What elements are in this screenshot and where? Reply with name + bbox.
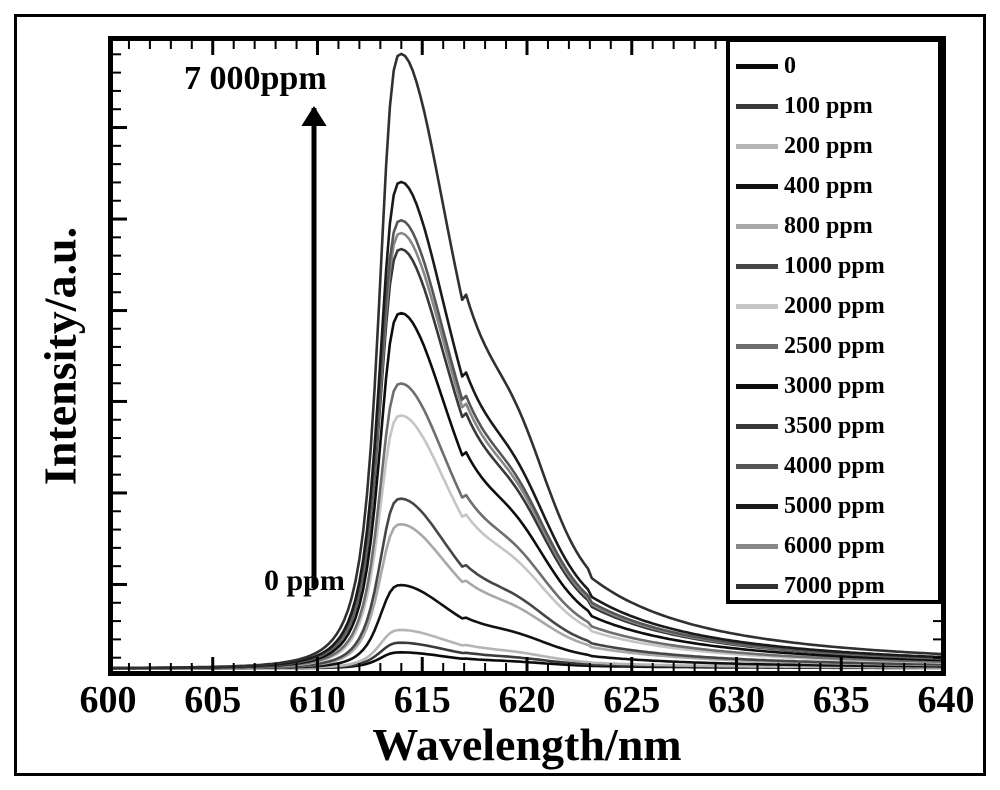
legend-item: 3500 ppm (736, 406, 885, 446)
x-tick-label: 625 (603, 678, 660, 722)
legend-swatch (736, 344, 778, 349)
legend-swatch (736, 264, 778, 269)
legend-item: 3000 ppm (736, 366, 885, 406)
legend-label: 2000 ppm (784, 293, 885, 320)
legend-swatch (736, 224, 778, 229)
legend-label: 200 ppm (784, 133, 873, 160)
annotation-top: 7 000ppm (184, 60, 327, 98)
arrow-annotation (301, 106, 326, 588)
legend-swatch (736, 384, 778, 389)
legend: 0 100 ppm 200 ppm 400 ppm 800 ppm 1000 ppm 200… (726, 38, 942, 604)
x-axis-label: Wavelength/nm (372, 718, 681, 771)
legend-label: 6000 ppm (784, 533, 885, 560)
y-axis-label: Intensity/a.u. (34, 227, 87, 485)
x-tick-label: 630 (708, 678, 765, 722)
legend-label: 0 (784, 53, 796, 80)
legend-label: 800 ppm (784, 213, 873, 240)
legend-swatch (736, 424, 778, 429)
legend-item: 5000 ppm (736, 486, 885, 526)
annotation-bottom: 0 ppm (264, 564, 345, 598)
legend-item: 2000 ppm (736, 286, 885, 326)
x-tick-label: 600 (80, 678, 137, 722)
x-tick-label: 620 (499, 678, 556, 722)
x-tick-label: 640 (918, 678, 975, 722)
chart-root: 600 605 610 615 620 625 630 635 640 7 000ppm 0 ppm… (0, 0, 1000, 790)
legend-item: 2500 ppm (736, 326, 885, 366)
legend-item: 200 ppm (736, 126, 873, 166)
legend-label: 2500 ppm (784, 333, 885, 360)
legend-item: 400 ppm (736, 166, 873, 206)
legend-swatch (736, 504, 778, 509)
legend-swatch (736, 184, 778, 189)
legend-label: 3500 ppm (784, 413, 885, 440)
legend-label: 1000 ppm (784, 253, 885, 280)
legend-label: 4000 ppm (784, 453, 885, 480)
legend-swatch (736, 464, 778, 469)
x-tick-label: 615 (394, 678, 451, 722)
legend-label: 3000 ppm (784, 373, 885, 400)
legend-item: 800 ppm (736, 206, 873, 246)
legend-label: 100 ppm (784, 93, 873, 120)
legend-swatch (736, 144, 778, 149)
x-tick-label: 605 (184, 678, 241, 722)
legend-item: 1000 ppm (736, 246, 885, 286)
legend-label: 400 ppm (784, 173, 873, 200)
legend-label: 5000 ppm (784, 493, 885, 520)
legend-swatch (736, 104, 778, 109)
legend-swatch (736, 304, 778, 309)
legend-item: 7000 ppm (736, 566, 885, 606)
legend-label: 7000 ppm (784, 573, 885, 600)
x-tick-label: 610 (289, 678, 346, 722)
legend-swatch (736, 64, 778, 69)
legend-item: 4000 ppm (736, 446, 885, 486)
legend-swatch (736, 584, 778, 589)
legend-item: 6000 ppm (736, 526, 885, 566)
legend-item: 100 ppm (736, 86, 873, 126)
x-tick-label: 635 (813, 678, 870, 722)
legend-swatch (736, 544, 778, 549)
legend-item: 0 (736, 46, 796, 86)
